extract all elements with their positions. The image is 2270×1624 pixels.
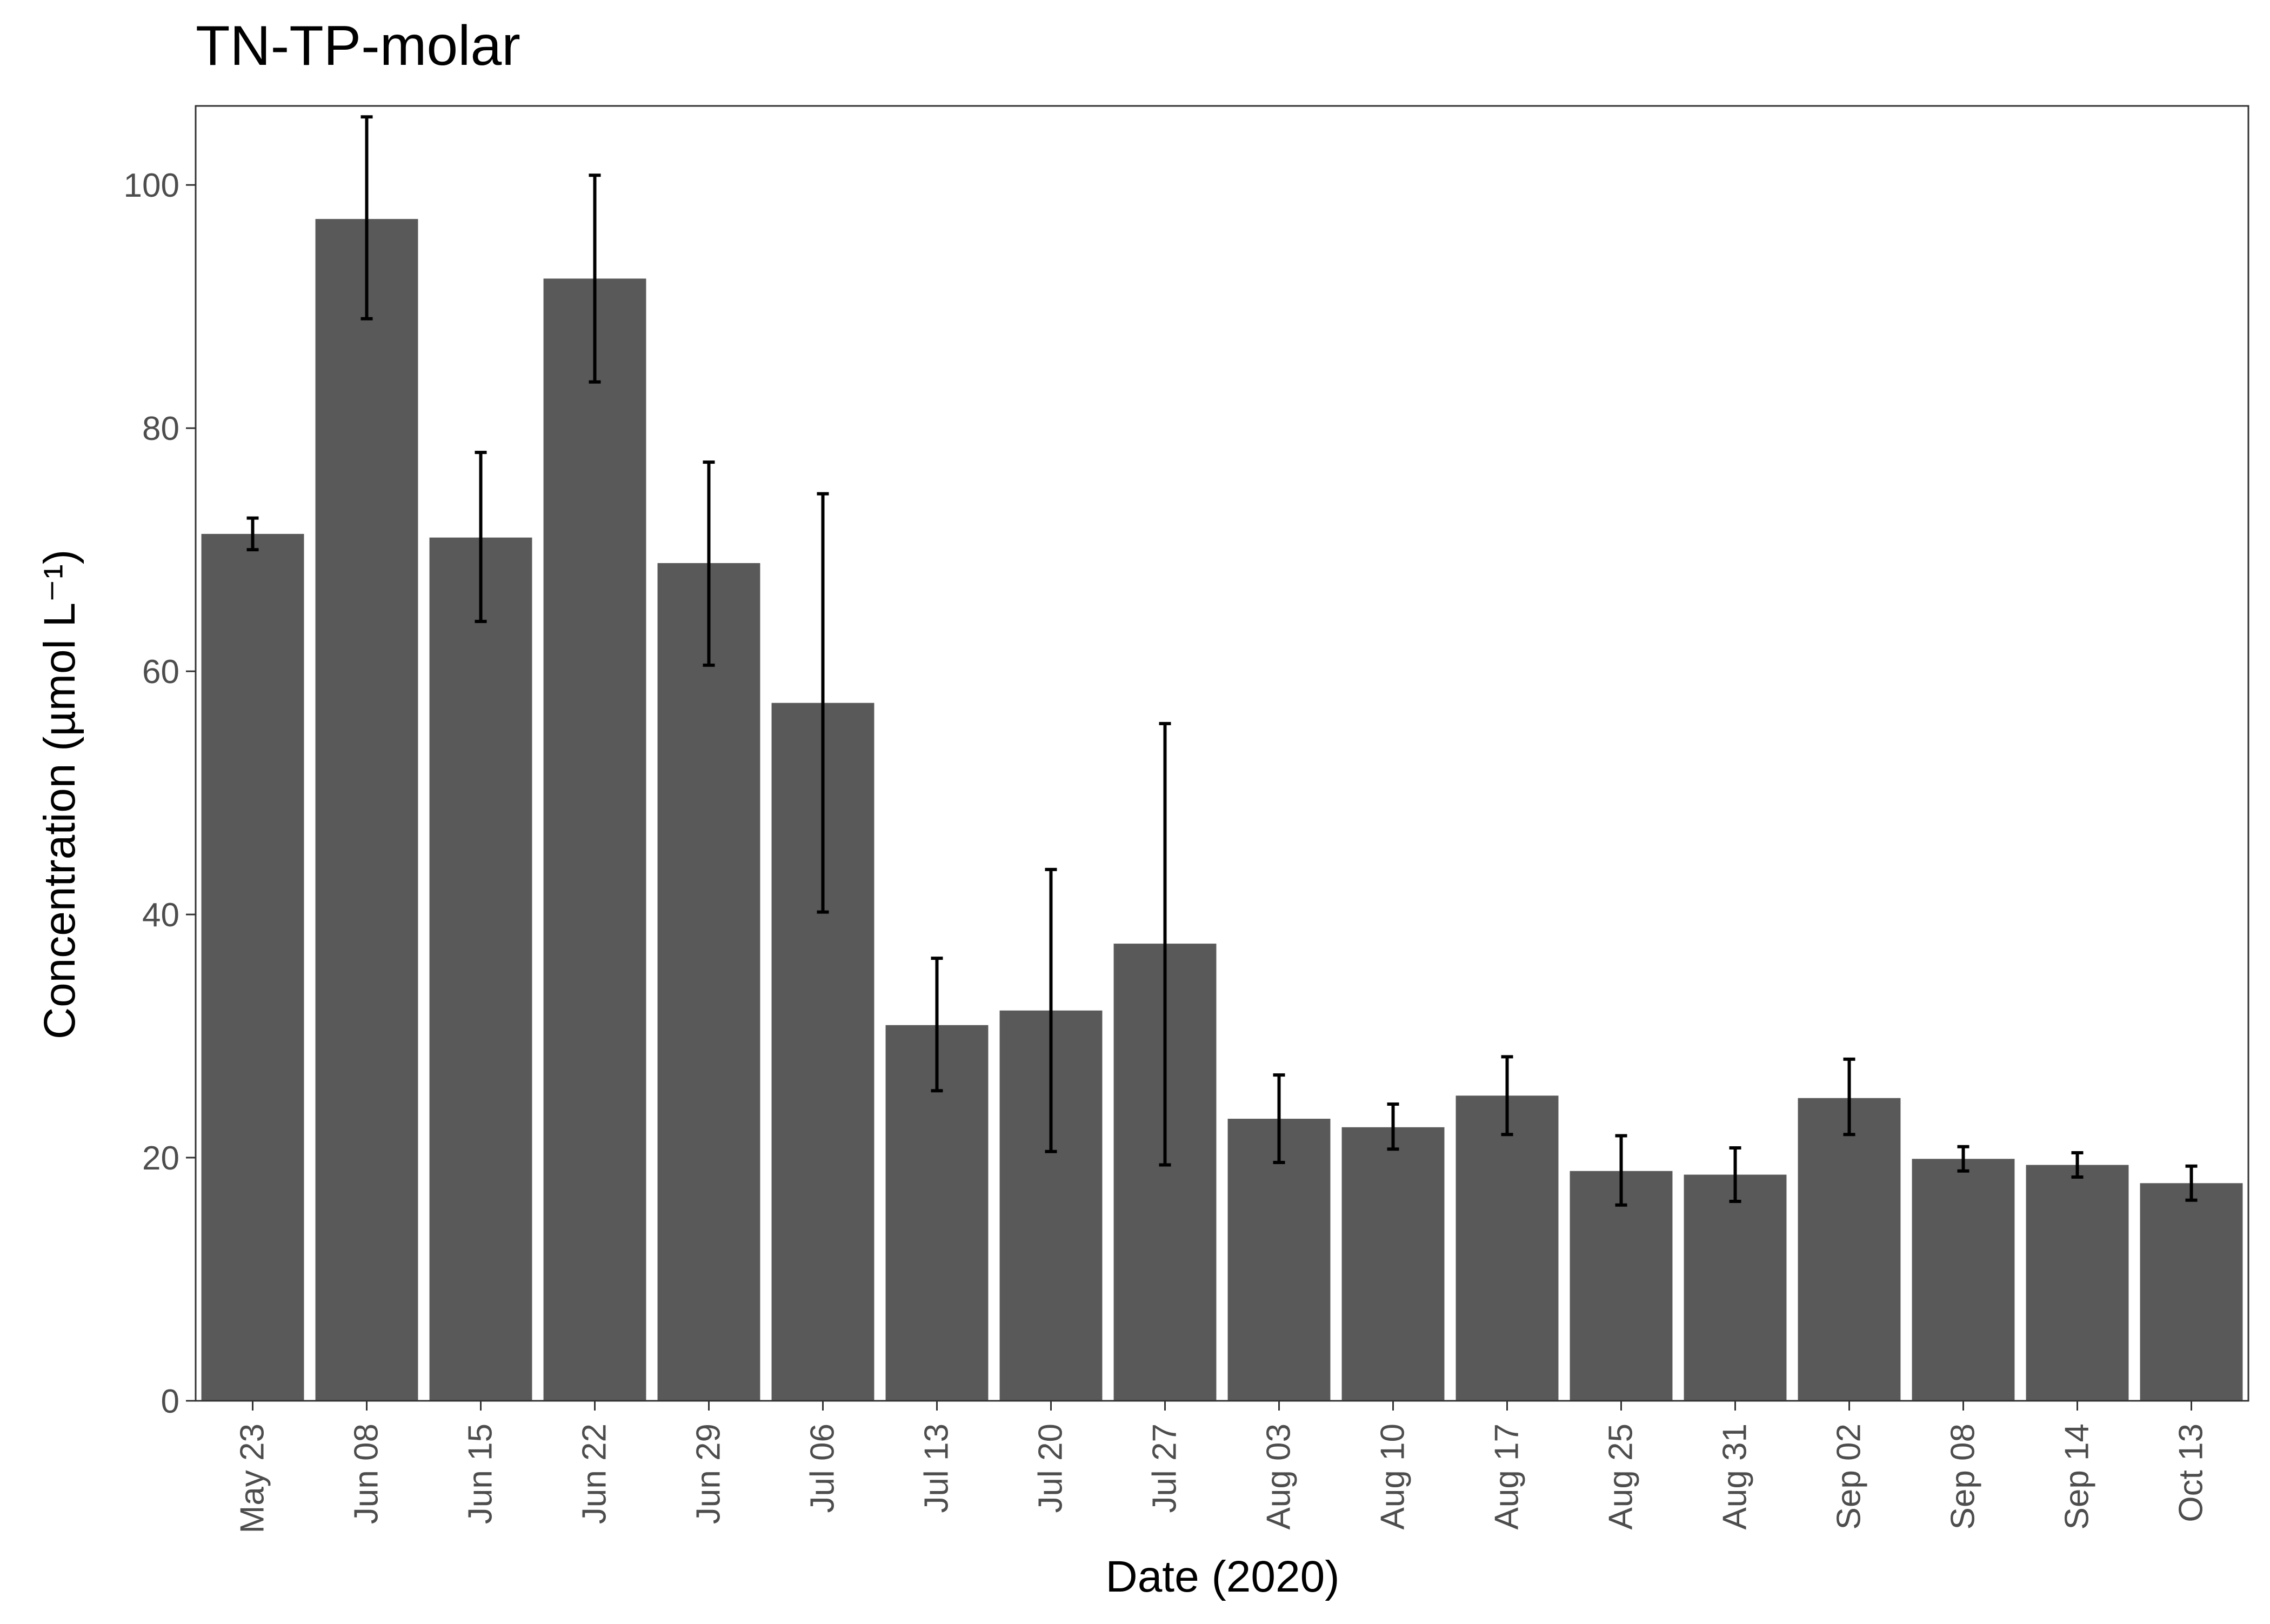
bar bbox=[315, 219, 418, 1401]
errorbars-layer bbox=[246, 115, 2198, 1207]
bar bbox=[1456, 1095, 1559, 1401]
bar bbox=[1912, 1159, 2015, 1401]
bar bbox=[1570, 1171, 1673, 1401]
x-tick-label: Aug 31 bbox=[1717, 1423, 1754, 1530]
bar bbox=[657, 563, 760, 1401]
y-tick-label: 80 bbox=[142, 410, 179, 447]
x-tick-label: Sep 14 bbox=[2059, 1423, 2096, 1530]
y-tick-label: 0 bbox=[161, 1383, 179, 1420]
bars-layer bbox=[201, 219, 2243, 1401]
y-axis-title: Concentration (µmol L⁻¹) bbox=[35, 550, 84, 1039]
x-tick-label: Aug 10 bbox=[1374, 1423, 1412, 1530]
x-tick-label: May 23 bbox=[234, 1423, 271, 1533]
bar bbox=[2026, 1165, 2129, 1401]
x-axis-title: Date (2020) bbox=[1105, 1552, 1339, 1601]
bar bbox=[2140, 1183, 2243, 1401]
x-tick-label: Oct 13 bbox=[2173, 1423, 2210, 1522]
x-tick-label: Jun 29 bbox=[690, 1423, 727, 1524]
x-tick-label: Jun 22 bbox=[576, 1423, 613, 1524]
x-tick-label: Aug 17 bbox=[1488, 1423, 1526, 1530]
bar bbox=[543, 278, 646, 1401]
x-tick-label: Jul 20 bbox=[1032, 1423, 1070, 1513]
x-tick-label: Sep 08 bbox=[1945, 1423, 1982, 1530]
bar bbox=[429, 537, 532, 1401]
y-tick-label: 100 bbox=[124, 167, 179, 204]
x-axis: May 23 Jun 08 Jun 15 Jun 22 Jun 29 Jul 06 Jul … bbox=[234, 1401, 2210, 1533]
y-tick-label: 20 bbox=[142, 1140, 179, 1177]
y-tick-label: 60 bbox=[142, 653, 179, 691]
x-tick-label: Sep 02 bbox=[1831, 1423, 1868, 1530]
bar bbox=[1341, 1127, 1445, 1401]
x-tick-label: Jul 27 bbox=[1146, 1423, 1184, 1513]
x-tick-label: Jun 15 bbox=[462, 1423, 499, 1524]
bar bbox=[1227, 1119, 1331, 1401]
x-tick-label: Aug 03 bbox=[1260, 1423, 1298, 1530]
y-axis: 0 20 40 60 80 100 bbox=[124, 167, 196, 1420]
bar bbox=[1798, 1098, 1901, 1401]
bar bbox=[1684, 1174, 1787, 1401]
chart-title: TN-TP-molar bbox=[196, 15, 520, 77]
x-tick-label: Jul 06 bbox=[804, 1423, 842, 1513]
x-tick-label: Jun 08 bbox=[348, 1423, 385, 1524]
x-tick-label: Jul 13 bbox=[918, 1423, 956, 1513]
plot-panel-border bbox=[195, 105, 2249, 1402]
x-tick-label: Aug 25 bbox=[1603, 1423, 1640, 1530]
y-tick-label: 40 bbox=[142, 897, 179, 934]
bar bbox=[201, 533, 304, 1401]
